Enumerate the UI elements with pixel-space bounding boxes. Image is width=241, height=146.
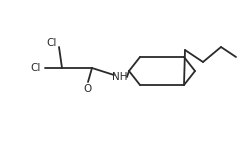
Text: NH: NH xyxy=(112,72,128,82)
Text: Cl: Cl xyxy=(47,38,57,48)
Text: Cl: Cl xyxy=(31,63,41,73)
Text: O: O xyxy=(84,84,92,94)
